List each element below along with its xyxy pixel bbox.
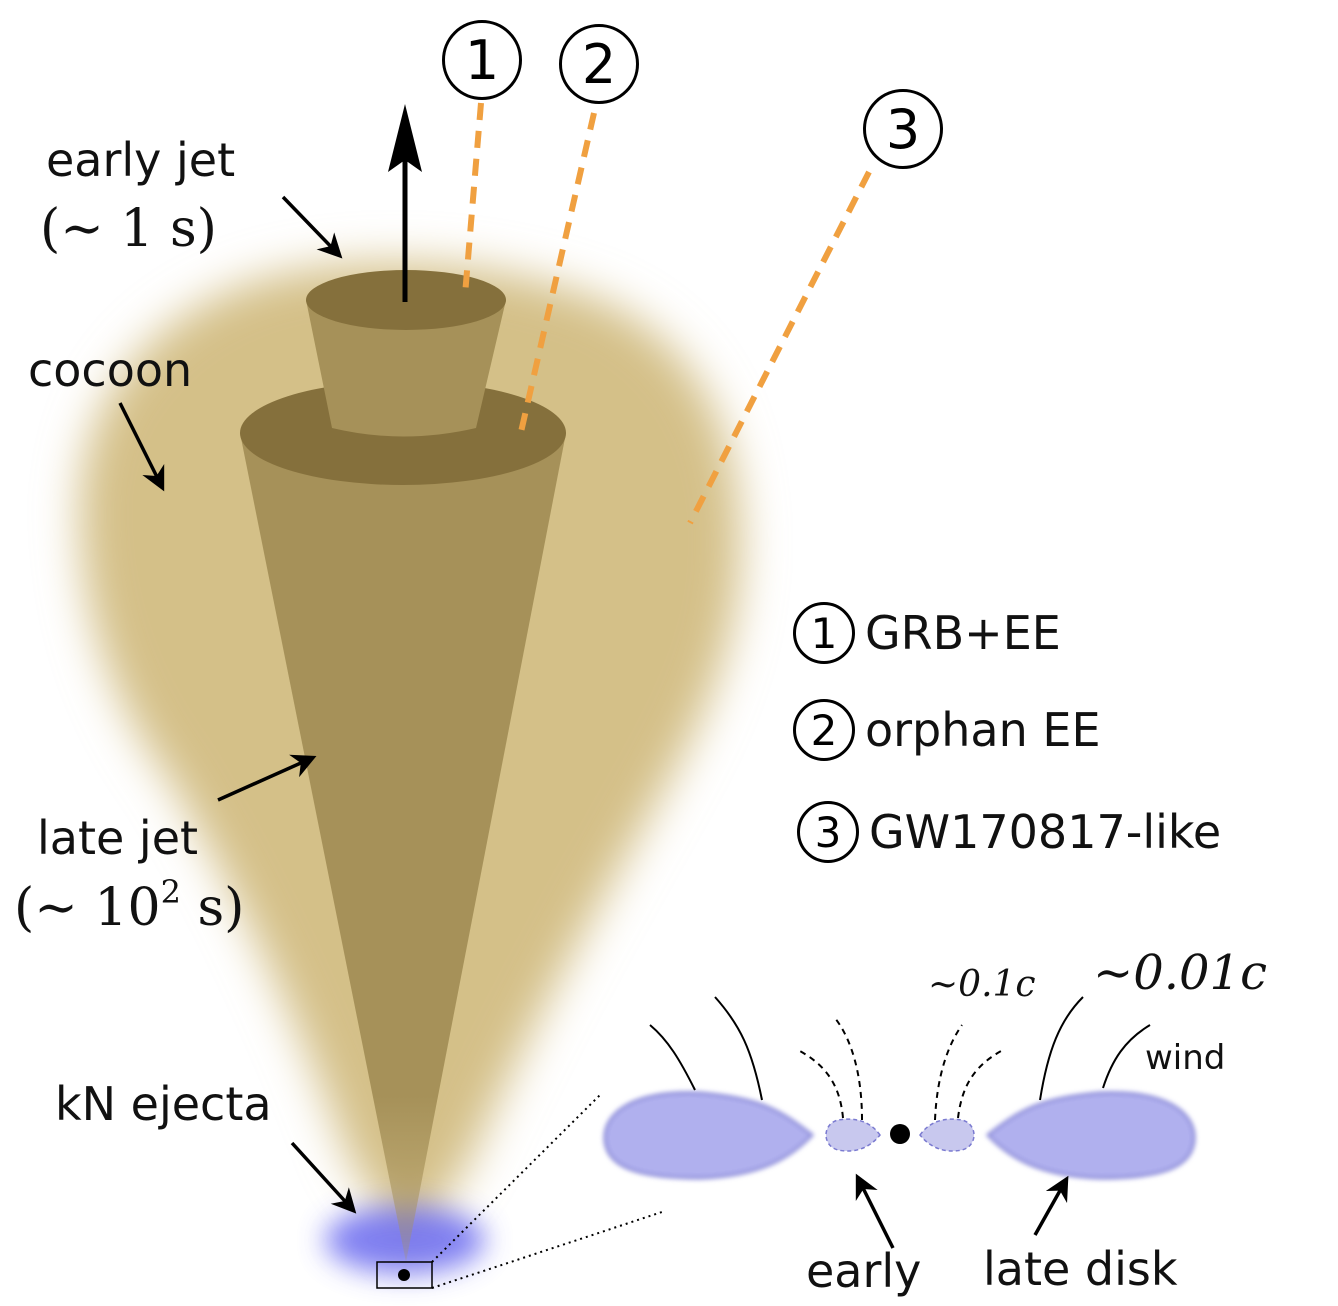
- early-jet-cone: [306, 300, 506, 437]
- late-disk-lobe-right: [985, 1091, 1196, 1180]
- kn-ejecta-label: kN ejecta: [55, 1077, 272, 1131]
- legend-item-2: 2 orphan EE: [793, 699, 1101, 761]
- early-jet-label: early jet: [46, 133, 236, 187]
- legend-item-3: 3 GW170817-like: [797, 801, 1221, 863]
- legend-item-1: 1 GRB+EE: [793, 602, 1061, 664]
- late-jet-time-exponent: 2: [160, 873, 181, 911]
- legend-text-2: orphan EE: [865, 703, 1101, 757]
- zoom-box: [376, 1261, 433, 1289]
- line-of-sight-3: [687, 170, 872, 525]
- fast-streamline-1: [797, 1049, 844, 1119]
- central-engine-small: [398, 1269, 410, 1281]
- marker-2: 2: [559, 24, 639, 104]
- late-jet-arrow: [217, 754, 317, 802]
- legend-marker-1: 1: [793, 602, 855, 664]
- legend-text-3: GW170817-like: [869, 805, 1222, 859]
- cocoon-label: cocoon: [28, 343, 193, 397]
- jet-arrow-head: [388, 104, 422, 172]
- central-engine-inset: [890, 1124, 910, 1144]
- legend-text-1: GRB+EE: [865, 606, 1061, 660]
- speed-fast-label: ∼0.1c: [928, 964, 1036, 1005]
- late-jet-time-suffix: s): [180, 878, 245, 938]
- kn-ejecta-arrow: [290, 1141, 357, 1214]
- late-jet-time-label: (∼ 102 s): [14, 876, 244, 934]
- late-disk-label: late disk: [983, 1242, 1178, 1296]
- wind-streamline-3: [1039, 996, 1084, 1101]
- fast-streamline-3: [934, 1024, 963, 1121]
- early-arrow: [855, 1173, 895, 1249]
- wind-streamline-2: [714, 996, 763, 1101]
- cocoon-arrow: [118, 402, 165, 492]
- late-disk-arrow: [1033, 1175, 1069, 1236]
- early-label: early: [806, 1244, 922, 1298]
- legend-marker-3: 3: [797, 801, 859, 863]
- wind-streamline-1: [649, 1024, 696, 1091]
- late-jet-cone: [240, 433, 566, 1262]
- wind-streamline-4: [1102, 1024, 1151, 1089]
- late-jet-time-prefix: (∼ 10: [14, 878, 161, 938]
- marker-1: 1: [442, 20, 522, 100]
- early-ejecta-lobe-right: [919, 1118, 975, 1152]
- late-disk-lobe-left: [603, 1091, 815, 1180]
- zoom-connector-top: [431, 1092, 603, 1263]
- fast-streamline-4: [957, 1049, 1004, 1119]
- legend-marker-2: 2: [793, 699, 855, 761]
- marker-3: 3: [863, 89, 943, 169]
- fast-streamline-2: [834, 1017, 863, 1121]
- line-of-sight-1: [462, 102, 484, 296]
- early-jet-time-label: (∼ 1 s): [40, 199, 217, 259]
- speed-slow-label: ∼0.01c: [1093, 945, 1267, 1001]
- early-ejecta-lobe-left: [825, 1118, 881, 1152]
- zoom-connector-bottom: [431, 1211, 663, 1289]
- late-jet-label: late jet: [37, 811, 199, 865]
- early-jet-arrow: [281, 195, 343, 259]
- wind-label: wind: [1145, 1038, 1226, 1078]
